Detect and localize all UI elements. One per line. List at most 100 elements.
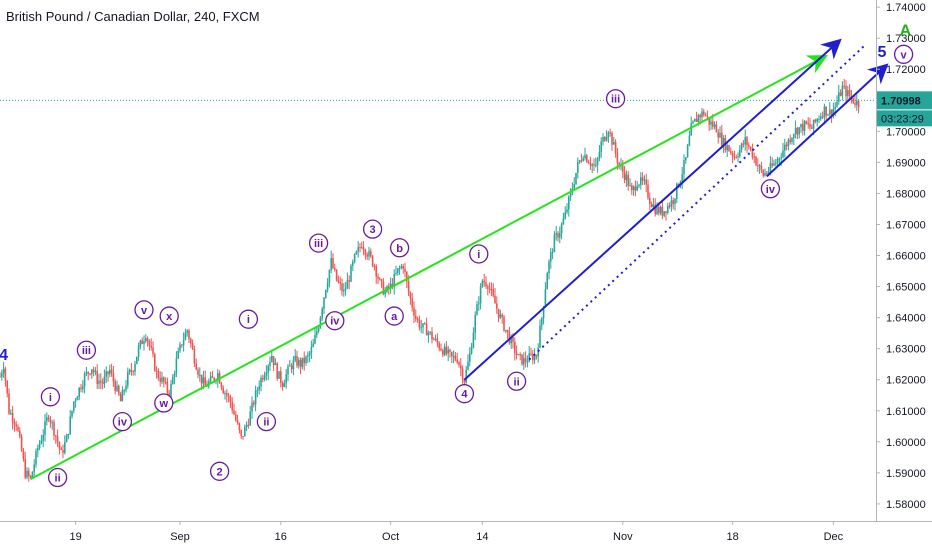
candle-body [580,160,583,162]
candle-body [582,158,584,161]
trend-line-green[interactable] [30,54,828,480]
y-tick-label: 1.70000 [886,126,926,138]
candle-body [181,344,183,346]
candle-body [299,359,302,367]
candle-body [773,163,775,166]
candle-body [98,380,100,384]
candle-body [472,332,475,348]
candle-body [411,298,413,308]
candle-body [101,382,104,384]
candle-body [686,145,689,158]
candle-body [312,343,314,347]
candle-body [346,280,349,289]
y-tick-label: 1.73000 [886,33,926,45]
candle-body [548,261,550,274]
candle-body [442,350,444,355]
candle-body [375,265,377,277]
candle-body [107,371,109,375]
candle-body [253,402,255,405]
candle-body [469,353,471,362]
candle-body [416,318,419,320]
candle-body [458,362,460,366]
candle-body [229,396,232,402]
candle-body [627,174,629,186]
candle-body [519,354,521,356]
candle-body [794,128,797,135]
candle-body [762,170,764,176]
candle-body [641,177,644,181]
y-tick-label: 1.65000 [886,282,926,294]
candle-body [319,317,322,328]
wave-label: iii [314,238,323,250]
candle-body [38,443,41,449]
candle-body [757,165,759,167]
candle-body [526,361,529,363]
candle-body [539,325,541,348]
candle-body [629,185,631,187]
candle-body [440,348,442,351]
candle-body [667,205,669,213]
candle-body [841,85,844,96]
wave-label: 4 [461,389,468,401]
trend-line-blue[interactable] [463,38,842,381]
candle-body [33,464,35,472]
candle-body [73,401,75,411]
candle-body [226,393,228,396]
candle-body [533,355,536,361]
candle-body [425,323,428,336]
trend-line-blue-dotted[interactable] [528,43,867,361]
candle-body [496,303,498,309]
candle-body [82,386,84,390]
candle-body [445,346,448,354]
candle-body [796,128,799,135]
candle-body [575,172,577,184]
candle-body [74,400,77,402]
candle-body [170,384,172,400]
candle-body [267,365,269,373]
candle-body [31,471,34,478]
candle-body [681,174,683,182]
candle-body [19,430,21,437]
candle-body [521,354,523,365]
candle-body [148,341,151,346]
candle-body [404,268,406,272]
candle-body [56,436,59,443]
candle-body [343,290,345,292]
candle-body [508,332,511,344]
candle-body [254,390,257,405]
candle-body [238,423,241,431]
wave-label-circle [40,387,61,407]
candle-body [688,135,691,146]
candle-body [812,119,815,129]
candle-body [413,307,415,316]
candle-body [53,422,55,436]
candle-body [92,369,95,373]
candle-body [272,356,275,366]
candle-body [69,416,71,434]
candle-body [530,353,532,355]
candle-body [35,450,37,465]
candle-body [371,255,374,266]
candle-body [260,377,262,387]
candle-body [8,393,10,414]
candle-body [607,132,610,137]
candle-body [249,411,251,426]
wave-label: ii [514,376,520,388]
candle-body [638,184,640,187]
candle-body [800,124,802,128]
wave-label-circle [256,411,277,432]
candle-body [569,191,572,197]
candle-body [634,186,637,191]
candle-body [805,121,808,124]
candle-body [78,387,80,398]
candle-body [202,377,205,384]
wave-label-circle [238,309,259,329]
candle-body [398,268,401,270]
candle-body [47,417,50,420]
candle-body [809,124,811,128]
trend-line-blue-arrow-small[interactable] [766,63,889,178]
candle-body [143,341,145,344]
candle-body [204,377,206,386]
